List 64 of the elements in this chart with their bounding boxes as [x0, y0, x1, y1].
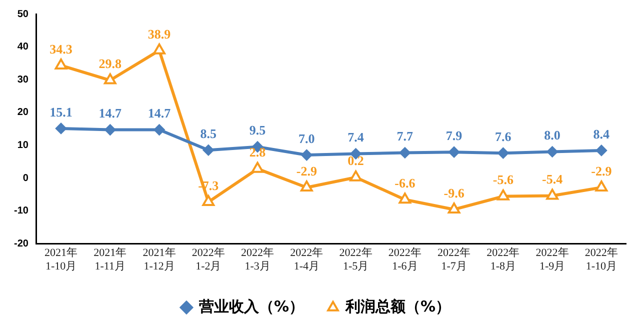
point: [498, 148, 509, 159]
point: [154, 124, 165, 136]
point: [202, 194, 215, 206]
y-tick-label: 40: [17, 42, 29, 53]
x-tick-label: 2021年 1-12月: [142, 247, 176, 272]
y-tick-label: 0: [22, 172, 29, 184]
data-label: -5.4: [542, 172, 564, 187]
y-tick-label: -20: [14, 238, 29, 250]
data-label: 38.9: [148, 26, 172, 42]
data-label: 7.0: [298, 130, 315, 146]
data-label: -2.9: [591, 163, 612, 178]
data-label: -6.6: [394, 176, 416, 191]
data-label: 7.4: [348, 130, 364, 145]
point: [398, 192, 412, 204]
data-label: 8.4: [593, 126, 610, 142]
y-tick-label: -10: [14, 206, 29, 217]
x-tick-label: 2022年 1-8月: [486, 247, 520, 272]
data-label: 9.5: [249, 122, 266, 138]
data-label: 7.7: [396, 128, 414, 144]
x-tick-label: 2022年 1-2月: [192, 247, 225, 272]
y-tick-label: 50: [17, 8, 29, 20]
data-label: 7.6: [495, 128, 512, 144]
point: [300, 180, 313, 192]
data-label: 29.8: [98, 56, 122, 72]
x-tick-label: 2022年 1-9月: [536, 247, 569, 272]
x-tick-label: 2021年 1-10月: [44, 247, 78, 272]
data-label: 8.0: [544, 128, 560, 143]
data-label: 14.7: [148, 106, 172, 121]
data-label: 34.3: [50, 41, 73, 56]
y-tick-label: 10: [17, 140, 29, 151]
data-label: 15.1: [50, 104, 72, 120]
y-tick-label: 20: [17, 107, 29, 118]
data-label: 14.7: [98, 106, 122, 121]
point: [546, 188, 559, 200]
point: [448, 202, 460, 214]
point: [301, 150, 312, 161]
point: [104, 124, 116, 136]
point: [448, 146, 460, 158]
y-tick-label: 30: [17, 74, 29, 86]
point: [202, 144, 214, 156]
data-label: -9.6: [444, 185, 465, 200]
legend-label: 利润总额（%）: [344, 297, 451, 316]
x-tick-label: 2021年 1-11月: [94, 247, 127, 272]
x-tick-label: 2022年 1-5月: [339, 247, 372, 272]
point: [496, 189, 510, 200]
data-label: 8.5: [200, 126, 218, 141]
x-tick-label: 2022年 1-7月: [438, 247, 471, 272]
data-label: -5.6: [492, 172, 514, 188]
data-label: 2.8: [249, 144, 266, 160]
point: [251, 162, 264, 173]
x-tick-label: 2022年 1-6月: [388, 247, 422, 272]
x-tick-label: 2022年 1-3月: [241, 247, 274, 272]
point: [399, 147, 410, 158]
data-label: 0.2: [348, 153, 364, 168]
point: [56, 122, 67, 134]
x-tick-label: 2022年 1-4月: [290, 247, 324, 272]
point: [350, 170, 362, 182]
data-label: 7.9: [446, 128, 463, 143]
data-label: -2.9: [296, 163, 318, 178]
x-tick-label: 2022年 1-10月: [584, 247, 618, 272]
legend-label: 营业收入（%）: [198, 297, 304, 316]
point: [595, 180, 608, 192]
point: [546, 146, 558, 158]
point: [596, 144, 607, 156]
